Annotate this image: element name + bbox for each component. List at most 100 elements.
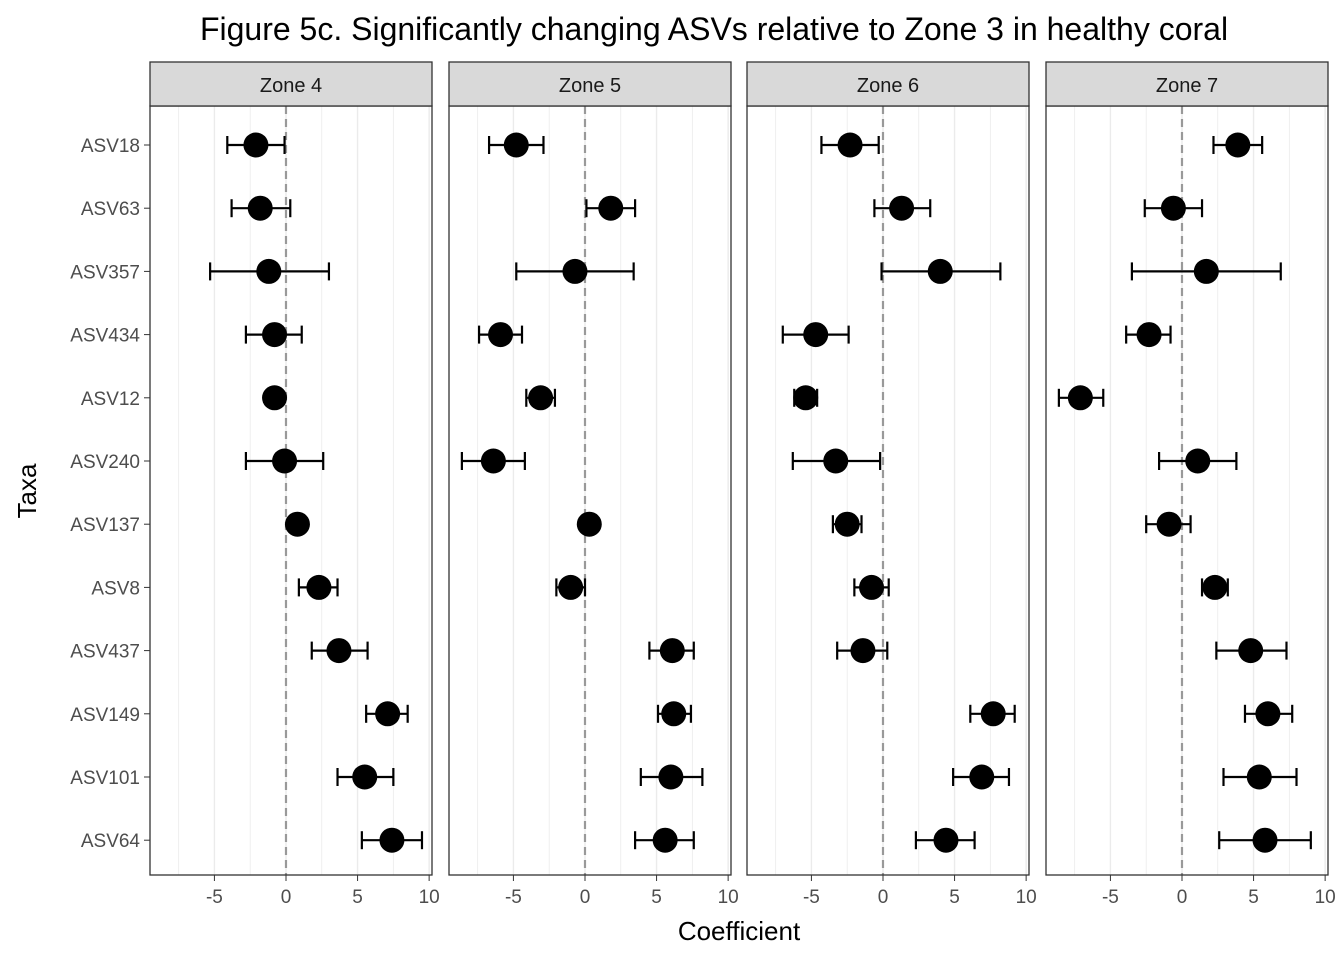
data-point	[1156, 511, 1182, 537]
data-point	[576, 511, 602, 537]
data-point	[927, 258, 953, 284]
data-point-group	[1200, 574, 1229, 600]
data-point	[793, 385, 819, 411]
data-point-group	[831, 511, 863, 537]
data-point-group	[820, 132, 880, 158]
facet-strip	[149, 61, 433, 107]
data-point-group	[1130, 258, 1282, 284]
data-point	[658, 764, 684, 790]
panel-background	[1046, 106, 1328, 875]
data-point-group	[209, 258, 331, 284]
x-tick-label: 0	[878, 887, 889, 908]
y-tick-label: ASV101	[70, 768, 140, 789]
data-point	[1185, 448, 1211, 474]
data-point-group	[585, 195, 637, 221]
data-point	[256, 258, 282, 284]
data-point	[488, 322, 514, 348]
data-point	[480, 448, 506, 474]
x-tick-label: -5	[206, 887, 223, 908]
data-point-group	[836, 638, 889, 664]
x-tick-label: -5	[1102, 887, 1119, 908]
data-point	[1067, 385, 1093, 411]
facet-panel: Zone 4 -5 0 5 10	[149, 61, 440, 908]
data-point-group	[1143, 195, 1204, 221]
y-tick-label: ASV18	[81, 136, 140, 157]
x-tick-label: -5	[505, 887, 522, 908]
y-tick-label: ASV437	[70, 642, 140, 663]
data-point	[1202, 574, 1228, 600]
data-point	[326, 638, 352, 664]
data-point-group	[555, 574, 587, 600]
data-point	[889, 195, 915, 221]
x-tick-label: 0	[1177, 887, 1188, 908]
data-point	[652, 827, 678, 853]
data-point-group	[226, 132, 286, 158]
data-point	[659, 638, 685, 664]
x-tick-label: 5	[949, 887, 960, 908]
data-point-group	[1215, 638, 1288, 664]
data-point	[262, 322, 288, 348]
data-point	[1225, 132, 1251, 158]
data-point-group	[648, 638, 695, 664]
y-tick-label: ASV149	[70, 705, 140, 726]
data-point-group	[460, 448, 526, 474]
data-point-group	[1222, 764, 1298, 790]
facet-strip-label: Zone 5	[559, 75, 621, 97]
x-tick-label: 0	[281, 887, 292, 908]
data-point	[306, 574, 332, 600]
data-point-group	[262, 385, 288, 411]
data-point	[503, 132, 529, 158]
data-point	[969, 764, 995, 790]
data-point	[837, 132, 863, 158]
data-point	[284, 511, 310, 537]
data-point	[803, 322, 829, 348]
data-point-group	[1218, 827, 1312, 853]
y-tick-label: ASV63	[81, 199, 140, 220]
data-point-group	[310, 638, 369, 664]
data-point-group	[1145, 511, 1192, 537]
data-point-group	[244, 448, 325, 474]
data-point	[528, 385, 554, 411]
data-point-group	[284, 511, 310, 537]
data-point	[1136, 322, 1162, 348]
data-point-group	[576, 511, 602, 537]
data-point	[850, 638, 876, 664]
data-point-group	[873, 195, 932, 221]
data-point-group	[914, 827, 976, 853]
data-point-group	[360, 827, 424, 853]
data-point	[598, 195, 624, 221]
data-point	[834, 511, 860, 537]
x-tick-label: 10	[1315, 887, 1336, 908]
x-tick-label: 10	[419, 887, 440, 908]
x-tick-label: 10	[1016, 887, 1037, 908]
data-point-group	[969, 701, 1016, 727]
data-point-group	[525, 385, 557, 411]
data-point	[1160, 195, 1186, 221]
data-point	[1193, 258, 1219, 284]
data-point-group	[853, 574, 890, 600]
y-axis: ASV18 ASV63 ASV357 ASV434 ASV12 ASV240 ASV137 A…	[70, 136, 150, 852]
data-point-group	[656, 701, 693, 727]
data-point	[1238, 638, 1264, 664]
y-tick-label: ASV64	[81, 831, 141, 852]
x-tick-label: 10	[718, 887, 739, 908]
facet-strip	[448, 61, 732, 107]
y-tick-label: ASV240	[70, 452, 140, 473]
data-point-group	[880, 258, 1002, 284]
data-point	[859, 574, 885, 600]
data-point-group	[487, 132, 545, 158]
data-point-group	[1243, 701, 1294, 727]
data-point-group	[1125, 322, 1172, 348]
x-tick-label: 0	[580, 887, 591, 908]
chart-title: Figure 5c. Significantly changing ASVs r…	[200, 11, 1228, 47]
x-tick-label: 5	[352, 887, 363, 908]
data-point	[933, 827, 959, 853]
data-point-group	[297, 574, 339, 600]
panel-background	[449, 106, 731, 875]
data-point-group	[1057, 385, 1105, 411]
data-point-group	[1212, 132, 1264, 158]
data-point	[980, 701, 1006, 727]
facet-panel: Zone 5 -5 0 5 10	[448, 61, 739, 908]
x-tick-label: 5	[1248, 887, 1259, 908]
